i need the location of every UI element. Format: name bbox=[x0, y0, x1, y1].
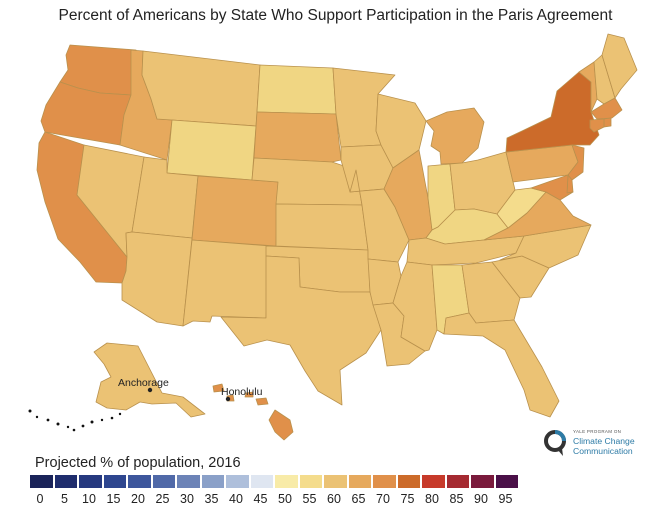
legend-swatch-75 bbox=[397, 475, 420, 488]
alaska-island-8 bbox=[90, 420, 94, 424]
honolulu-marker bbox=[225, 396, 231, 402]
state-rhode-island: Rhode Island bbox=[603, 117, 612, 128]
logo-name: Climate Change Communication bbox=[573, 436, 635, 456]
legend-swatch-95 bbox=[495, 475, 518, 488]
ycc-logo: YALE PROGRAM ON Climate Change Communica… bbox=[543, 428, 653, 462]
anchorage-label: Anchorage bbox=[118, 377, 169, 389]
legend-label-30: 30 bbox=[180, 492, 194, 506]
legend-swatch-70 bbox=[373, 475, 396, 488]
state-arizona: Arizona bbox=[121, 231, 193, 327]
alaska-island-4 bbox=[56, 422, 60, 426]
state-florida: Florida bbox=[443, 312, 560, 418]
state-massachusetts: Massachusetts bbox=[590, 97, 623, 120]
legend-label-25: 25 bbox=[155, 492, 170, 506]
legend-swatches bbox=[30, 475, 518, 488]
legend-swatch-15 bbox=[103, 475, 126, 488]
legend-swatch-60 bbox=[324, 475, 347, 488]
alaska-island-1 bbox=[28, 409, 32, 413]
state-hawaii-island-1 bbox=[268, 409, 294, 441]
state-alaska: Alaska bbox=[93, 342, 206, 418]
legend-label-45: 45 bbox=[253, 492, 268, 506]
state-texas: Texas bbox=[220, 255, 382, 406]
legend-title: Projected % of population, 2016 bbox=[35, 455, 241, 471]
state-hawaii-island-5 bbox=[212, 383, 225, 393]
alaska-island-10 bbox=[110, 416, 114, 420]
legend-label-15: 15 bbox=[106, 492, 121, 506]
map-title: Percent of Americans by State Who Suppor… bbox=[58, 7, 613, 24]
logo-line-1: Climate Change bbox=[573, 436, 635, 446]
state-new-mexico: New Mexico bbox=[182, 239, 271, 327]
state-maryland: Maryland bbox=[530, 174, 574, 201]
state-vermont: Vermont bbox=[578, 61, 598, 113]
state-colorado: Colorado bbox=[191, 175, 279, 247]
alaska-island-7 bbox=[81, 424, 85, 428]
legend-swatch-55 bbox=[299, 475, 322, 488]
alaska-island-11 bbox=[118, 412, 122, 416]
alaska-island-2 bbox=[35, 415, 39, 419]
hawaii-layer bbox=[212, 383, 294, 441]
legend-label-85: 85 bbox=[449, 492, 464, 506]
state-north-dakota: North Dakota bbox=[256, 64, 337, 115]
legend-swatch-20 bbox=[128, 475, 151, 488]
legend-swatch-35 bbox=[201, 475, 224, 488]
legend-swatch-40 bbox=[226, 475, 249, 488]
legend-swatch-65 bbox=[348, 475, 371, 488]
state-hawaii-island-2 bbox=[255, 397, 269, 406]
legend-label-5: 5 bbox=[61, 492, 68, 506]
legend-swatch-30 bbox=[177, 475, 200, 488]
legend-label-60: 60 bbox=[327, 492, 341, 506]
state-montana: Montana bbox=[141, 50, 261, 127]
legend-swatch-5 bbox=[54, 475, 77, 488]
alaska-island-3 bbox=[46, 418, 50, 422]
state-connecticut: Connecticut bbox=[589, 118, 605, 133]
state-mississippi: Mississippi bbox=[392, 261, 438, 352]
legend-label-70: 70 bbox=[376, 492, 390, 506]
state-south-dakota: South Dakota bbox=[253, 111, 342, 163]
state-hawaii-island-3 bbox=[244, 391, 254, 398]
legend-label-0: 0 bbox=[36, 492, 44, 506]
legend-swatch-25 bbox=[152, 475, 175, 488]
legend-label-55: 55 bbox=[302, 492, 317, 506]
legend-label-35: 35 bbox=[204, 492, 219, 506]
legend-label-65: 65 bbox=[351, 492, 366, 506]
legend-swatch-90 bbox=[471, 475, 494, 488]
state-wyoming: Wyoming bbox=[166, 119, 257, 181]
legend-label-80: 80 bbox=[425, 492, 439, 506]
states-layer: WashingtonOregonCaliforniaNevadaIdahoMon… bbox=[36, 33, 638, 418]
logo-small-text: YALE PROGRAM ON bbox=[573, 429, 622, 434]
logo-line-2: Communication bbox=[573, 446, 633, 456]
state-michigan: Michigan bbox=[425, 107, 485, 165]
legend-swatch-10 bbox=[79, 475, 102, 488]
alaska-island-9 bbox=[100, 418, 104, 422]
alaska-island-5 bbox=[66, 425, 70, 429]
legend-swatch-45 bbox=[250, 475, 273, 488]
state-kansas: Kansas bbox=[275, 203, 369, 251]
anchorage-marker bbox=[147, 387, 153, 393]
legend-swatch-85 bbox=[446, 475, 469, 488]
legend-swatch-0 bbox=[30, 475, 53, 488]
honolulu-label: Honolulu bbox=[221, 386, 263, 398]
speech-bubble-icon bbox=[544, 430, 566, 456]
legend-label-10: 10 bbox=[82, 492, 96, 506]
legend-swatch-50 bbox=[275, 475, 298, 488]
legend-label-90: 90 bbox=[474, 492, 488, 506]
alaska-island-6 bbox=[72, 428, 76, 432]
legend-label-50: 50 bbox=[278, 492, 292, 506]
legend-label-75: 75 bbox=[400, 492, 415, 506]
legend-label-40: 40 bbox=[229, 492, 243, 506]
state-new-york: New York bbox=[505, 71, 600, 153]
legend-label-95: 95 bbox=[498, 492, 513, 506]
legend-swatch-80 bbox=[422, 475, 445, 488]
legend-label-20: 20 bbox=[131, 492, 145, 506]
alaska-layer: Alaska bbox=[28, 342, 206, 432]
